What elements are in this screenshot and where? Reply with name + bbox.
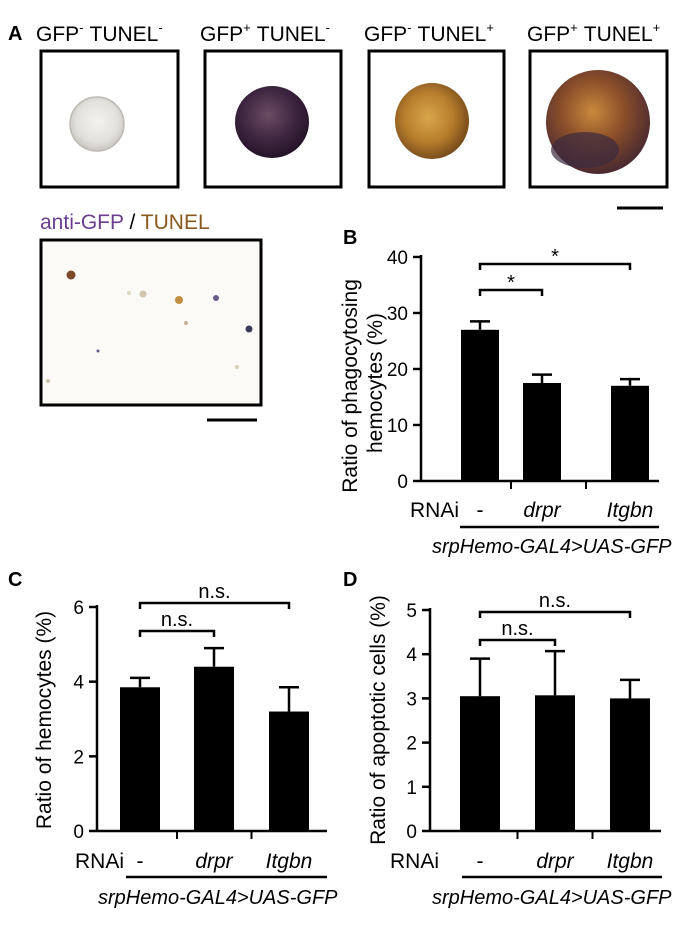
y-tick-label: 1 [406,778,417,799]
category-label: - [477,850,484,873]
significance-bracket [138,601,291,609]
y-tick-label: 10 [387,416,408,437]
significance-label: n.s. [539,590,571,612]
bar [460,696,500,831]
header-tunel: TUNEL [257,23,326,46]
header-tunel-sup: + [486,20,494,35]
cell-header-2: GFP+ TUNEL- [200,20,330,46]
significance-bracket [478,638,557,646]
y-tick-label: 3 [406,689,417,710]
panel-d-chart: 0 1 2 3 4 5 - drpr Itgbn n.s. n.s. [406,590,661,873]
panel-c-chart: 0 2 4 6 - drpr Itgbn n.s.n.s. [73,581,327,873]
panel-b-ylabel: Ratio of phagocytosing hemocytes (%) [339,273,387,492]
category-label: drpr [536,850,574,873]
y-tick-label: 2 [406,734,417,755]
svg-text:GFP-TUNEL+: GFP- TUNEL+ [364,20,494,46]
micrograph-gfp-neg-tunel-pos [367,49,506,189]
y-tick-label: 0 [73,822,84,843]
category-label: Itgbn [607,850,654,873]
overview-label-separator: / [124,211,141,234]
y-tick-label: 20 [387,360,408,381]
header-gfp: GFP [36,23,79,46]
category-label: - [477,499,484,522]
y-tick-label: 5 [406,601,417,622]
panel-b-letter: B [343,227,357,249]
micrograph-overview [39,238,263,407]
panel-d-rnai-label: RNAi [390,850,439,873]
panel-b-ylabel-line1: Ratio of phagocytosing [339,279,362,493]
svg-text:GFP-TUNEL-: GFP- TUNEL- [36,20,163,46]
category-label: Itgbn [607,499,654,522]
svg-text:GFP+TUNEL-: GFP+ TUNEL- [200,20,330,46]
significance-label: n.s. [198,581,230,603]
panel-c-genotype: srpHemo-GAL4>UAS-GFP [98,887,338,909]
y-tick-label: 6 [73,598,84,619]
y-tick-label: 30 [387,304,408,325]
y-tick-label: 2 [73,747,84,768]
category-label: drpr [195,850,233,873]
header-gfp-sup: + [243,20,251,35]
header-tunel-sup: - [158,20,162,35]
category-label: Itgbn [266,850,313,873]
panel-c-rnai-label: RNAi [75,850,124,873]
significance-label: * [507,272,515,294]
svg-text:GFP+TUNEL+: GFP+ TUNEL+ [527,20,660,46]
overview-label-tunel: TUNEL [141,211,210,234]
micrograph-gfp-neg-tunel-neg [39,49,180,189]
header-tunel: TUNEL [584,23,653,46]
header-tunel: TUNEL [418,23,487,46]
micrograph-gfp-pos-tunel-neg [203,49,343,189]
header-tunel-sup: + [653,20,661,35]
panel-b-chart: 0 10 20 30 40 - drpr Itgbn * * [387,246,659,522]
header-gfp: GFP [527,23,570,46]
overview-label-gfp: anti-GFP [40,211,124,234]
bar [611,385,649,481]
header-tunel: TUNEL [90,23,159,46]
panel-b-ylabel-line2: hemocytes (%) [364,313,387,453]
significance-label: n.s. [501,618,533,640]
panel-c-letter: C [8,569,22,591]
significance-label: n.s. [161,609,193,631]
header-gfp: GFP [364,23,407,46]
bar [269,711,309,831]
header-gfp-sup: + [570,20,578,35]
significance-label: * [551,246,559,268]
y-tick-label: 0 [406,822,417,843]
y-tick-label: 4 [73,673,84,694]
bar [610,698,650,831]
cell-header-4: GFP+ TUNEL+ [527,20,660,46]
bar [194,666,234,831]
y-tick-label: 4 [406,645,417,666]
micrograph-gfp-pos-tunel-pos [528,49,669,189]
significance-bracket [138,629,216,637]
cell-header-3: GFP- TUNEL+ [364,20,494,46]
panel-d-letter: D [343,569,357,591]
header-gfp-sup: - [79,20,83,35]
category-label: - [137,850,144,873]
cell-header-1: GFP- TUNEL- [36,20,163,46]
bar [461,329,499,481]
header-gfp-sup: - [407,20,411,35]
significance-bracket [478,262,632,270]
bar [523,383,561,481]
overview-label: anti-GFP / TUNEL [40,211,210,234]
bar [120,687,160,831]
header-gfp: GFP [200,23,243,46]
panel-b-rnai-label: RNAi [410,499,459,522]
y-tick-label: 0 [397,472,408,493]
bar [535,695,575,831]
significance-bracket [478,288,544,296]
category-label: drpr [523,499,561,522]
panel-c-ylabel: Ratio of hemocytes (%) [33,611,56,829]
y-tick-label: 40 [387,248,408,269]
panel-d-genotype: srpHemo-GAL4>UAS-GFP [432,887,672,909]
header-tunel-sup: - [326,20,330,35]
panel-b-genotype: srpHemo-GAL4>UAS-GFP [432,536,672,558]
panel-a-letter: A [8,23,22,45]
significance-bracket [478,610,632,618]
panel-d-ylabel: Ratio of apoptotic cells (%) [367,595,390,845]
